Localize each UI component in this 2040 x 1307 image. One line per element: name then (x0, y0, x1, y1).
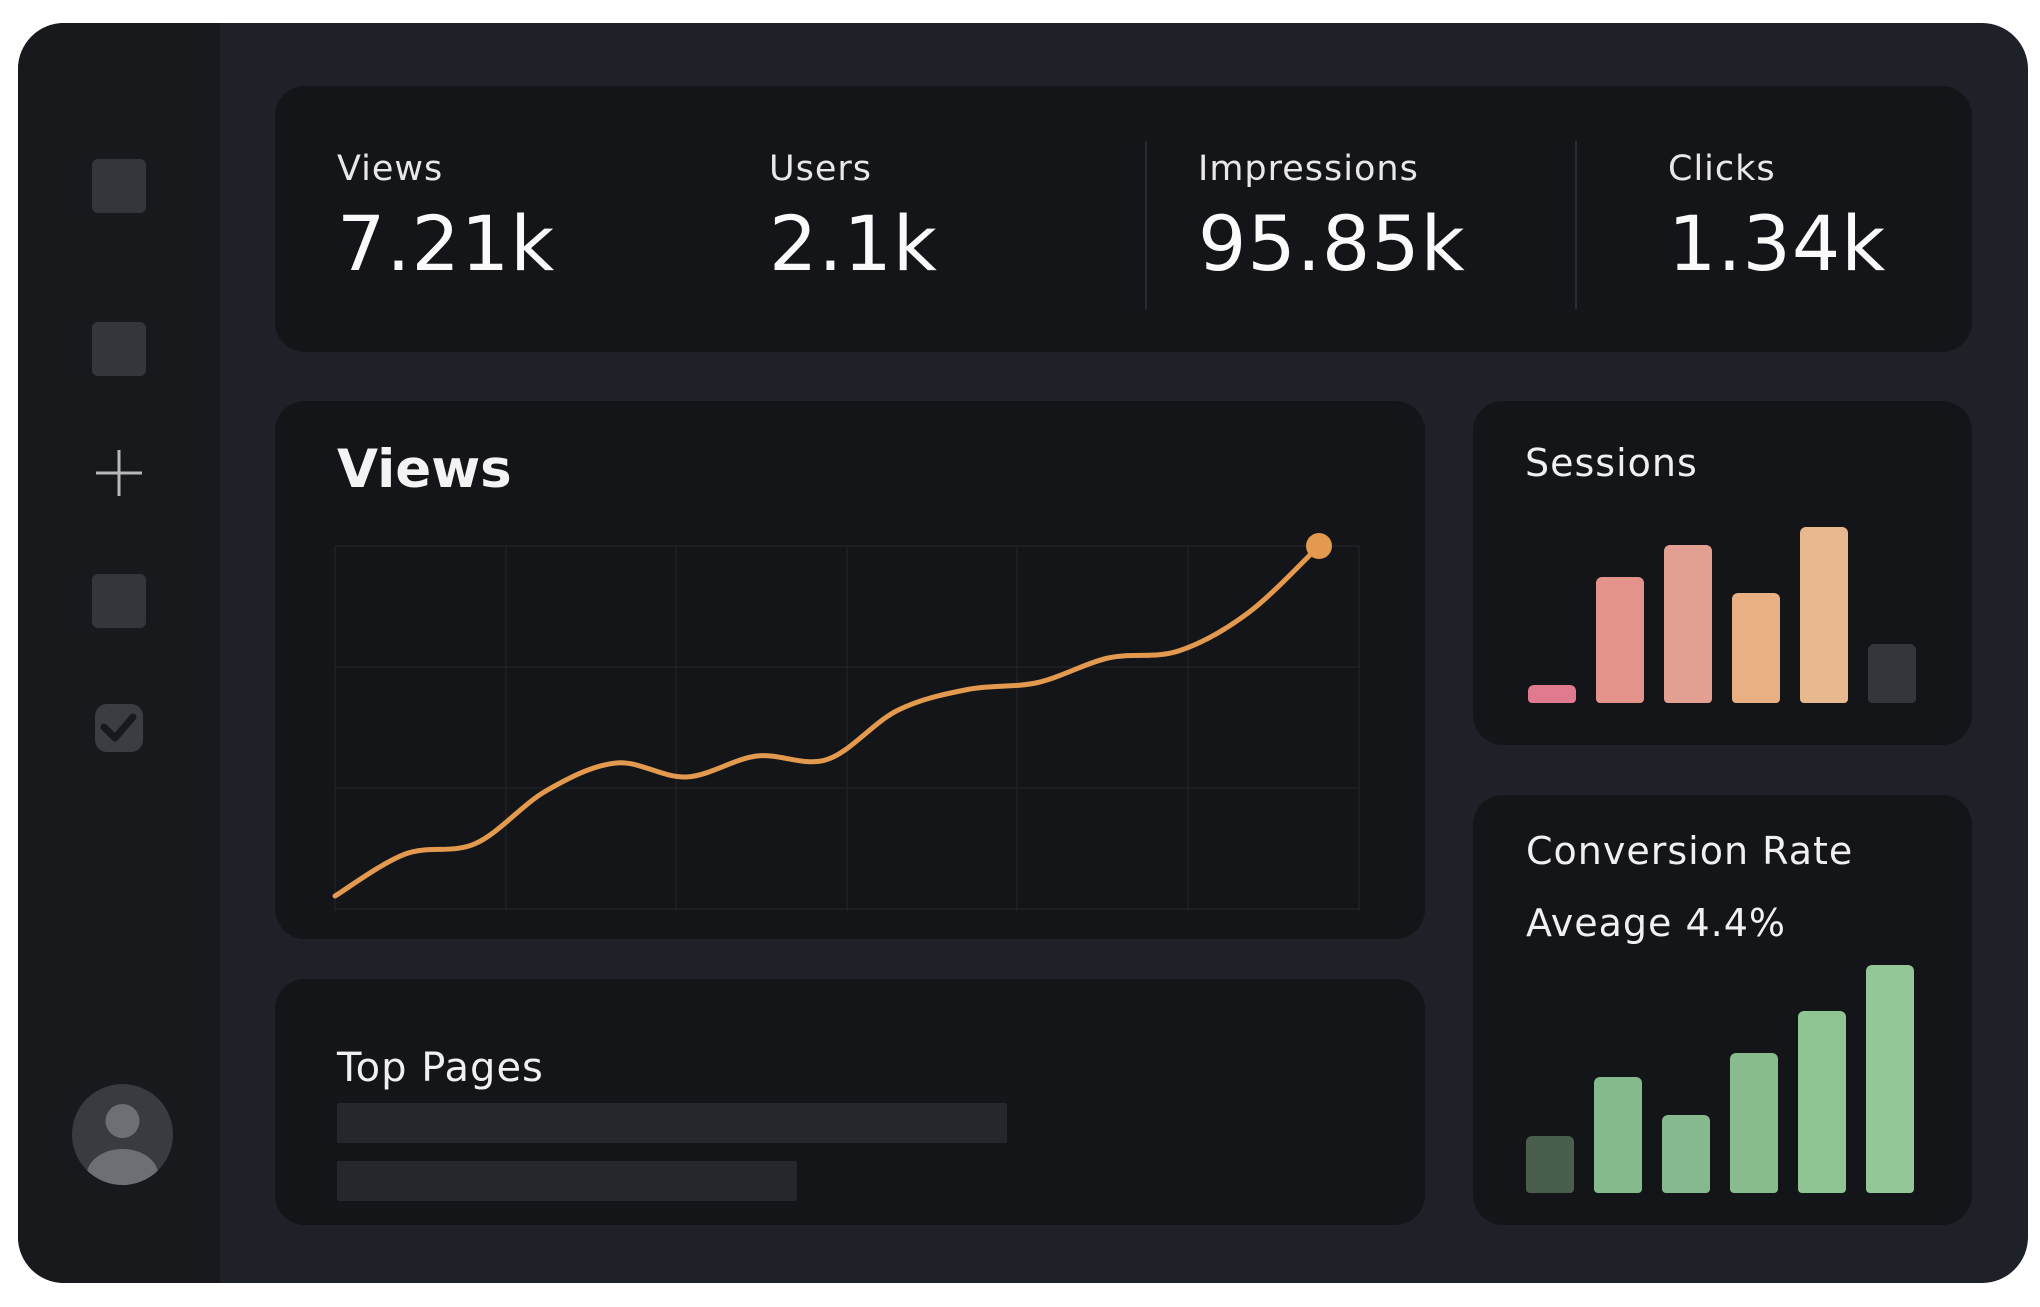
sessions-card: Sessions (1473, 401, 1972, 745)
bar (1732, 593, 1780, 703)
checkbox-icon[interactable] (92, 701, 146, 755)
avatar[interactable] (72, 1084, 173, 1185)
sessions-title: Sessions (1525, 441, 1698, 485)
conversion-title: Conversion Rate (1526, 829, 1854, 873)
bar (1596, 577, 1644, 703)
stat-label: Users (769, 149, 873, 189)
plus-icon[interactable] (92, 446, 146, 500)
dashboard-window: Views 7.21k Users 2.1k Impressions 95.85… (18, 23, 2028, 1283)
views-series-line (332, 543, 1322, 899)
chart-grid (334, 545, 1360, 911)
views-endpoint[interactable] (1306, 533, 1332, 559)
top-pages-card: Top Pages (275, 979, 1425, 1225)
bar (1798, 1010, 1846, 1193)
bar (1526, 1136, 1574, 1193)
bar (1594, 1076, 1642, 1193)
top-pages-title: Top Pages (337, 1045, 544, 1091)
bar (1730, 1053, 1778, 1193)
stat-value: 2.1k (769, 199, 938, 288)
top-page-row[interactable] (337, 1103, 1007, 1143)
sidebar-item-2[interactable] (92, 322, 146, 376)
sidebar-item-3[interactable] (92, 574, 146, 628)
views-line-chart (332, 533, 1360, 911)
conversion-average: Aveage 4.4% (1526, 901, 1787, 945)
sidebar (18, 23, 220, 1283)
stat-value: 1.34k (1668, 199, 1887, 288)
bar (1800, 526, 1848, 703)
stats-card: Views 7.21k Users 2.1k Impressions 95.85… (275, 86, 1972, 352)
sidebar-item-1[interactable] (92, 159, 146, 213)
stat-value: 7.21k (337, 199, 556, 288)
stat-label: Views (337, 149, 444, 189)
user-icon (86, 1104, 159, 1185)
views-chart-card: Views (275, 401, 1425, 939)
stat-label: Clicks (1668, 149, 1776, 189)
bar (1528, 685, 1576, 703)
bar (1662, 1114, 1710, 1193)
top-page-row[interactable] (337, 1161, 797, 1201)
stat-value: 95.85k (1198, 199, 1466, 288)
chart-title: Views (337, 439, 512, 500)
stat-label: Impressions (1198, 149, 1419, 189)
bar (1866, 965, 1914, 1193)
divider (1575, 141, 1577, 309)
bar (1664, 544, 1712, 703)
bar (1868, 643, 1916, 703)
conversion-rate-card: Conversion Rate Aveage 4.4% (1473, 795, 1972, 1225)
divider (1145, 141, 1147, 309)
